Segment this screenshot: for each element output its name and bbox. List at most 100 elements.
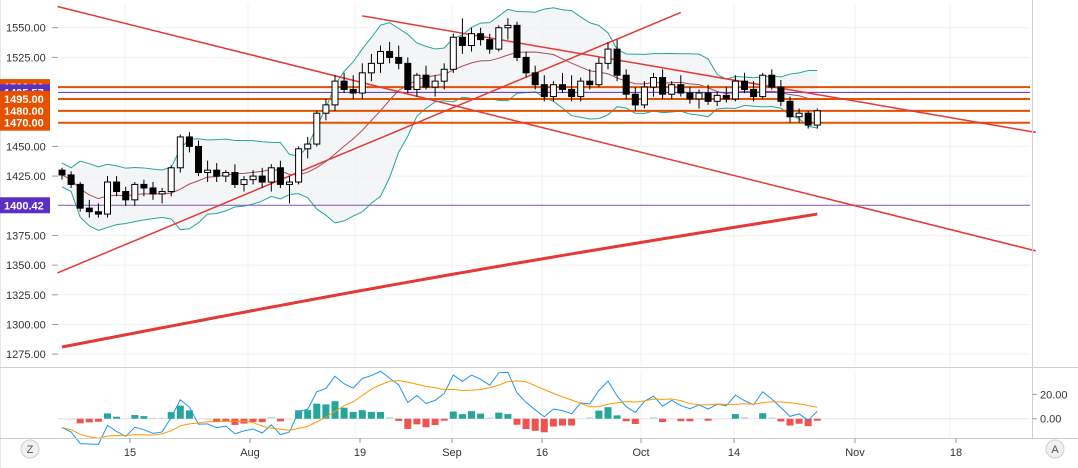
candle[interactable]	[440, 63, 448, 90]
candle[interactable]	[313, 110, 321, 147]
candle[interactable]	[358, 63, 366, 99]
candle[interactable]	[131, 182, 139, 206]
candle[interactable]	[258, 167, 266, 188]
candle[interactable]	[85, 199, 93, 218]
candle[interactable]	[568, 75, 576, 102]
candle[interactable]	[722, 87, 730, 103]
candle[interactable]	[377, 45, 384, 73]
candle[interactable]	[158, 187, 166, 204]
macd-histogram-bar	[67, 418, 75, 420]
candle[interactable]	[422, 65, 430, 90]
candle[interactable]	[750, 81, 758, 102]
candle[interactable]	[813, 108, 821, 129]
candle[interactable]	[458, 18, 466, 54]
candle[interactable]	[604, 41, 612, 70]
price-axis: 1550.00 1525.00 1450.00 1425.00 1375.00 1350.…	[6, 23, 58, 361]
candle[interactable]	[522, 51, 530, 78]
candle[interactable]	[704, 84, 712, 105]
candle[interactable]	[468, 27, 475, 52]
candle[interactable]	[668, 81, 676, 99]
candle[interactable]	[149, 182, 157, 200]
candle[interactable]	[431, 75, 439, 97]
candle[interactable]	[486, 33, 494, 54]
axis-buttons[interactable]: Z A	[20, 439, 1065, 459]
candle[interactable]	[367, 53, 375, 82]
candle[interactable]	[777, 79, 785, 107]
candle[interactable]	[622, 69, 630, 99]
candle[interactable]	[786, 96, 794, 123]
candle[interactable]	[167, 165, 175, 197]
macd-line	[61, 370, 818, 445]
zoom-button[interactable]	[20, 439, 40, 459]
candle[interactable]	[67, 171, 75, 188]
candle[interactable]	[295, 146, 303, 185]
candle[interactable]	[640, 81, 648, 109]
macd-histogram-bar	[813, 418, 821, 421]
candle[interactable]	[549, 81, 557, 102]
candle[interactable]	[340, 72, 348, 94]
candle[interactable]	[759, 72, 767, 99]
candle[interactable]	[331, 75, 339, 111]
candle[interactable]	[504, 18, 512, 40]
candle[interactable]	[140, 179, 148, 197]
candle[interactable]	[222, 170, 230, 183]
candle[interactable]	[240, 176, 248, 192]
candle[interactable]	[386, 41, 394, 64]
candle-body	[431, 80, 439, 88]
candle[interactable]	[677, 75, 685, 97]
candle[interactable]	[477, 27, 485, 46]
candle[interactable]	[286, 176, 293, 204]
candle[interactable]	[176, 134, 184, 173]
candle[interactable]	[613, 39, 621, 82]
candle[interactable]	[531, 65, 539, 90]
candle[interactable]	[768, 69, 776, 90]
candle[interactable]	[304, 136, 312, 159]
candle[interactable]	[267, 164, 275, 192]
candle[interactable]	[395, 45, 403, 70]
long-moving-average	[61, 212, 818, 349]
candle[interactable]	[650, 72, 657, 97]
price-tick-label: 1375.00	[6, 230, 46, 242]
candle[interactable]	[204, 160, 212, 183]
candle[interactable]	[741, 72, 748, 94]
candle[interactable]	[559, 72, 566, 94]
macd-histogram-bar	[431, 418, 439, 426]
candle[interactable]	[804, 110, 812, 129]
candle[interactable]	[449, 33, 457, 73]
candle[interactable]	[695, 89, 703, 109]
candle[interactable]	[113, 176, 121, 197]
candle[interactable]	[595, 57, 603, 88]
candle[interactable]	[249, 170, 257, 185]
candle[interactable]	[513, 21, 521, 61]
candle[interactable]	[659, 69, 667, 99]
candle[interactable]	[122, 186, 130, 206]
candle[interactable]	[686, 87, 694, 104]
candle[interactable]	[322, 98, 330, 121]
candle[interactable]	[631, 87, 639, 111]
candle[interactable]	[577, 77, 585, 102]
candle[interactable]	[731, 75, 739, 102]
candle[interactable]	[540, 75, 548, 102]
price-tick-label: 1350.00	[6, 260, 46, 272]
candle[interactable]	[58, 167, 66, 180]
candle[interactable]	[495, 25, 503, 52]
candle[interactable]	[94, 203, 102, 218]
candle[interactable]	[413, 72, 421, 97]
candle[interactable]	[185, 132, 193, 153]
candle-body	[377, 50, 384, 64]
candlestick-series[interactable]	[58, 18, 821, 218]
candle[interactable]	[76, 182, 84, 212]
candle[interactable]	[195, 140, 202, 177]
auto-scale-button[interactable]	[1045, 439, 1065, 459]
candle[interactable]	[231, 164, 239, 188]
candle[interactable]	[586, 69, 594, 90]
candle[interactable]	[276, 160, 284, 188]
candle[interactable]	[713, 91, 721, 107]
candle[interactable]	[349, 75, 357, 99]
candle[interactable]	[104, 176, 111, 218]
candle-body	[349, 88, 357, 94]
candle[interactable]	[213, 163, 221, 183]
candle[interactable]	[795, 108, 803, 123]
macd-histogram-bar	[140, 416, 148, 419]
candle[interactable]	[404, 57, 412, 94]
